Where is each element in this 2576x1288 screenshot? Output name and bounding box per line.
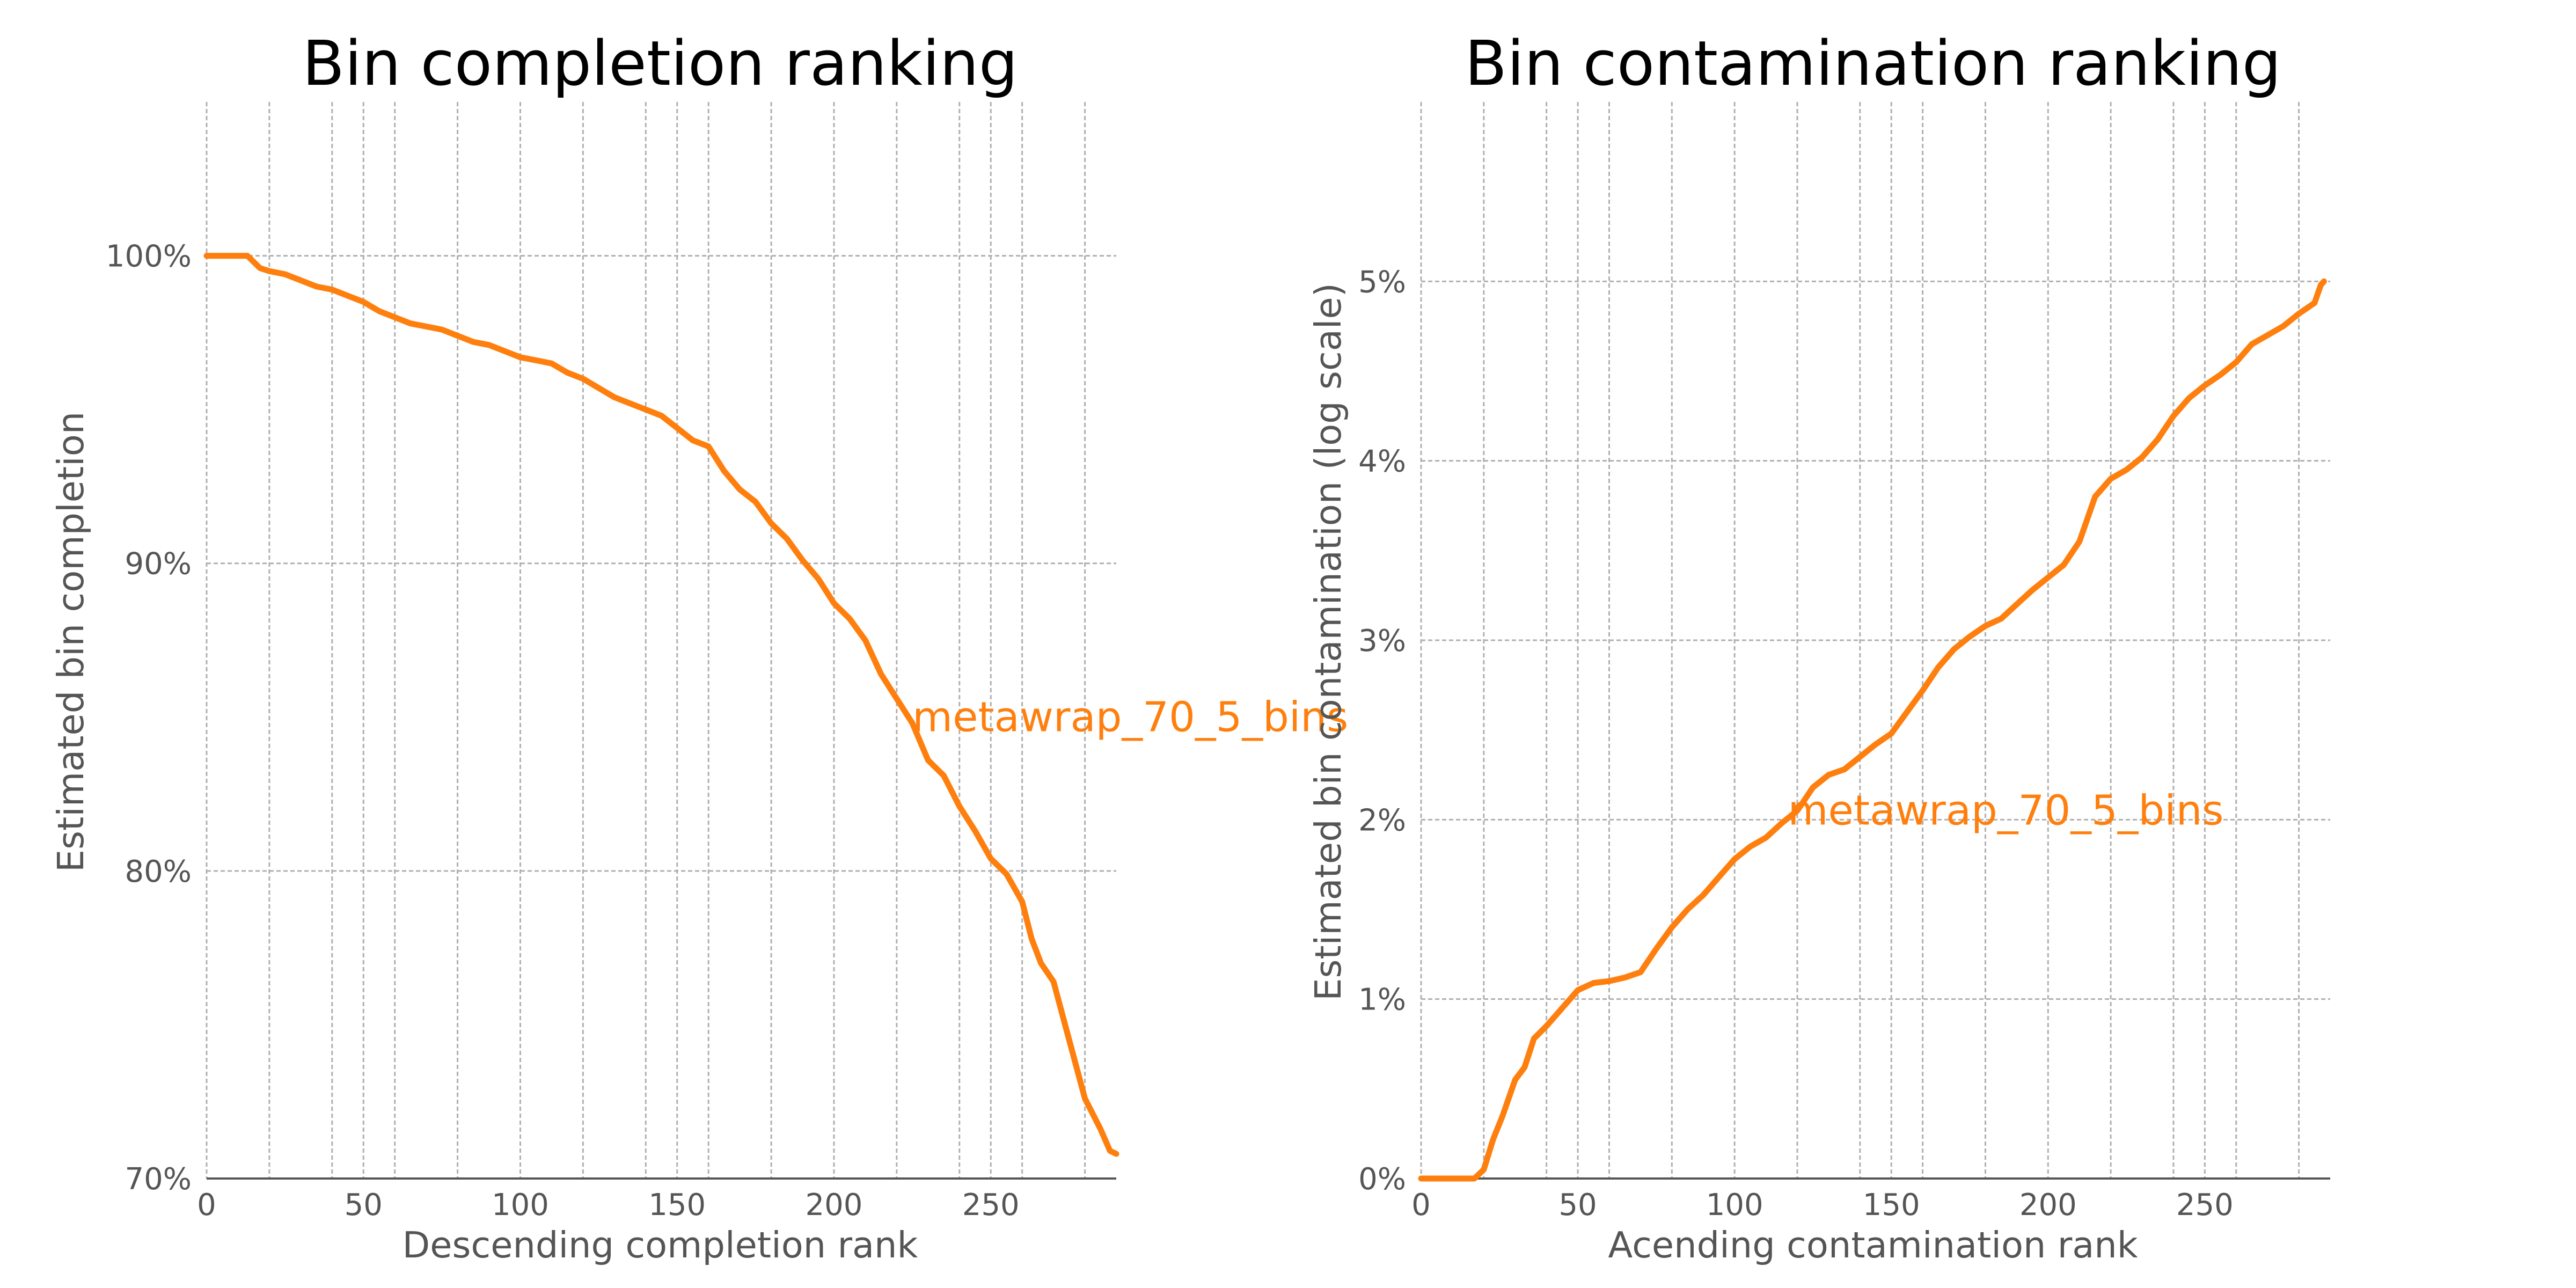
x-tick-label: 0 [1411,1188,1431,1223]
series-line [1418,278,2327,1182]
y-tick-label: 90% [125,547,192,582]
x-tick-label: 200 [806,1188,863,1223]
x-tick-label: 0 [197,1188,216,1223]
completion-curve-group [203,253,1119,1157]
y-tick-label: 5% [1358,265,1406,299]
y-tick-label: 2% [1358,803,1406,838]
completion-chart-title: Bin completion ranking [302,28,1018,100]
contamination-curve-group [1418,278,2327,1182]
y-tick-label: 3% [1358,624,1406,658]
y-tick-label: 100% [106,239,192,274]
x-tick-label: 100 [492,1188,549,1223]
x-tick-label: 150 [1863,1188,1920,1223]
x-tick-label: 150 [648,1188,706,1223]
x-tick-label: 250 [2176,1188,2234,1223]
contamination-tick-labels: 0 50 100 150 200 250 0% 1% 2% 3% 4% 5% [1358,265,2234,1223]
x-tick-label: 50 [345,1188,383,1223]
contamination-gridlines [1420,102,2330,1180]
contamination-chart-title: Bin contamination ranking [1465,28,2281,100]
completion-tick-labels: 0 50 100 150 200 250 70% 80% 90% 100% [106,239,1020,1223]
y-tick-label: 70% [125,1162,192,1197]
contamination-chart: Bin contamination ranking 0 50 100 150 200 25… [1307,28,2330,1266]
x-tick-label: 200 [2019,1188,2077,1223]
y-tick-label: 1% [1358,983,1406,1018]
y-tick-label: 4% [1358,444,1406,479]
contamination-x-axis-label: Acending contamination rank [1608,1224,2138,1266]
completion-x-axis-label: Descending completion rank [402,1224,918,1266]
completion-chart: Bin completion ranking 0 50 100 150 200 250 70… [50,28,1348,1266]
completion-annotation: metawrap_70_5_bins [912,693,1348,741]
completion-y-axis-label: Estimated bin completion [50,412,92,872]
series-line [203,253,1119,1157]
x-tick-label: 100 [1706,1188,1763,1223]
contamination-annotation: metawrap_70_5_bins [1788,787,2223,835]
completion-gridlines [206,102,1116,1180]
x-tick-label: 50 [1558,1188,1597,1223]
contamination-y-axis-label: Estimated bin contamination (log scale) [1307,283,1349,1001]
y-tick-label: 80% [125,854,192,889]
x-tick-label: 250 [962,1188,1020,1223]
y-tick-label: 0% [1358,1162,1406,1197]
